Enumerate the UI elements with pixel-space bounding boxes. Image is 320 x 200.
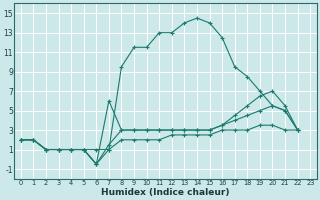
X-axis label: Humidex (Indice chaleur): Humidex (Indice chaleur)	[101, 188, 230, 197]
